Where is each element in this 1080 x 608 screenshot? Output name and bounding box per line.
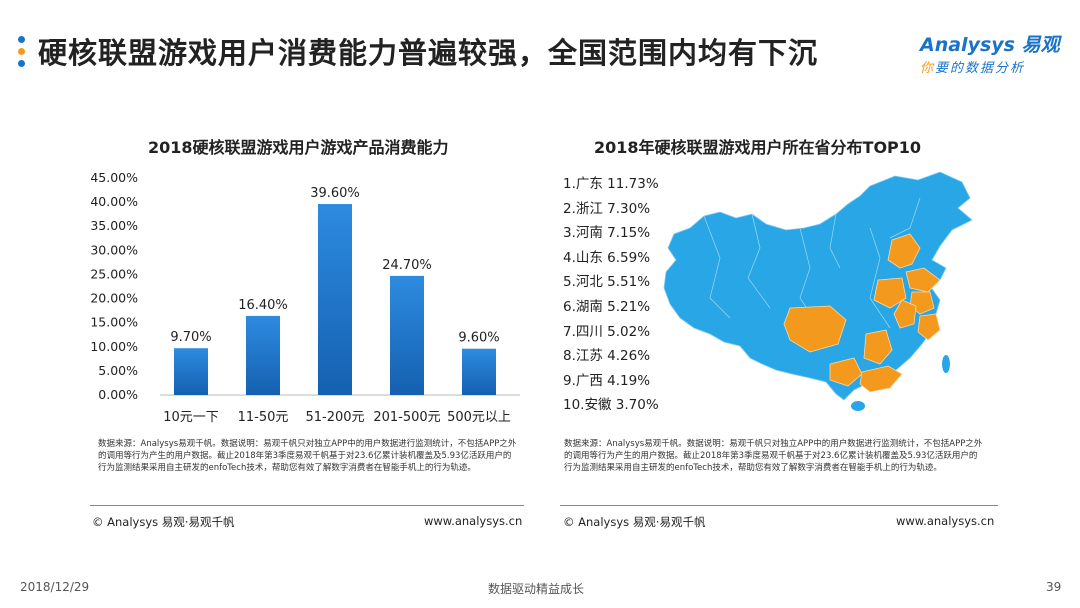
bar-chart-title: 2018硬核联盟游戏用户游戏产品消费能力 — [148, 138, 449, 157]
bar-value-label: 9.60% — [458, 331, 499, 346]
logo-main-text: Analysys 易观 — [920, 34, 1060, 56]
left-source-note: 数据来源：Analysys易观千帆。数据说明：易观千帆只对独立APP中的用户数据… — [98, 439, 517, 473]
y-tick-label: 45.00% — [90, 170, 138, 185]
left-copyright: © Analysys 易观·易观千帆 — [92, 515, 235, 529]
map-highlight-guangdong — [859, 365, 903, 393]
right-footer-divider — [560, 505, 998, 506]
y-tick-label: 25.00% — [90, 266, 138, 281]
footer-date: 2018/12/29 — [20, 580, 90, 594]
map-highlight-hebei — [887, 233, 921, 269]
province-list-item: 1.广东 11.73% — [563, 176, 659, 192]
map-highlight-hunan — [863, 329, 893, 365]
bar-3 — [318, 204, 352, 395]
map-highlight-henan — [873, 277, 907, 309]
x-category-label: 201-500元 — [373, 410, 440, 425]
map-border-line — [829, 213, 841, 269]
left-website-link[interactable]: www.analysys.cn — [424, 514, 523, 528]
bar-value-label: 39.60% — [310, 186, 360, 201]
bar-4 — [390, 275, 424, 395]
logo-sub-rest: 要的数据分析 — [935, 61, 1026, 76]
y-tick-label: 5.00% — [98, 363, 138, 378]
y-tick-label: 0.00% — [98, 387, 138, 402]
map-chart-title: 2018年硬核联盟游戏用户所在省分布TOP10 — [594, 138, 922, 157]
right-source-note: 数据来源：Analysys易观千帆。数据说明：易观千帆只对独立APP中的用户数据… — [564, 439, 983, 473]
logo-sub-text: 你要的数据分析 — [920, 57, 1070, 76]
bullet-dot-blue — [18, 36, 25, 43]
province-list-item: 8.江苏 4.26% — [563, 348, 651, 365]
map-border-line — [869, 227, 891, 329]
province-list-item: 7.四川 5.02% — [563, 323, 651, 340]
province-list-item: 3.河南 7.15% — [563, 225, 651, 242]
footer-slogan: 数据驱动精益成长 — [488, 582, 585, 596]
map-highlight-shandong — [905, 267, 941, 293]
y-tick-label: 10.00% — [90, 339, 138, 354]
bar-1 — [174, 348, 208, 395]
analysys-logo: Analysys 易观 你要的数据分析 — [920, 30, 1070, 76]
map-border-line — [889, 197, 921, 239]
province-list-item: 5.河北 5.51% — [563, 274, 651, 291]
bullet-dot-blue-2 — [18, 60, 25, 67]
x-category-label: 10元一下 — [163, 410, 219, 425]
province-list-item: 4.山东 6.59% — [563, 249, 651, 266]
y-tick-label: 15.00% — [90, 315, 138, 330]
y-tick-label: 30.00% — [90, 242, 138, 257]
x-category-label: 51-200元 — [305, 410, 364, 425]
province-list-item: 9.广西 4.19% — [563, 372, 651, 389]
page-title: 硬核联盟游戏用户消费能力普遍较强，全国范围内均有下沉 — [38, 36, 819, 70]
bar-5 — [462, 348, 496, 395]
province-list-item: 6.湖南 5.21% — [563, 298, 651, 315]
province-list-item: 10.安徽 3.70% — [563, 397, 659, 414]
map-china-base — [663, 171, 973, 401]
map-highlight-anhui — [893, 299, 917, 329]
bar-value-label: 9.70% — [170, 330, 211, 345]
left-footer-divider — [90, 505, 524, 506]
x-category-label: 11-50元 — [238, 410, 289, 425]
y-tick-label: 35.00% — [90, 218, 138, 233]
province-top10-list: 1.广东 11.73% 2.浙江 7.30% 3.河南 7.15% 4.山东 6.59… — [563, 172, 659, 418]
map-border-line — [747, 213, 771, 309]
right-copyright: © Analysys 易观·易观千帆 — [563, 515, 706, 529]
map-highlight-zhejiang — [917, 313, 941, 341]
bullet-dot-orange — [18, 48, 25, 55]
bar-value-label: 16.40% — [238, 298, 288, 313]
x-category-label: 500元以上 — [447, 410, 511, 425]
map-highlight-guangxi — [829, 357, 863, 387]
title-bullet-dots — [18, 36, 28, 72]
map-island-hainan — [851, 401, 865, 411]
right-website-link[interactable]: www.analysys.cn — [896, 514, 995, 528]
bar-2 — [246, 315, 280, 395]
y-tick-label: 40.00% — [90, 194, 138, 209]
y-tick-label: 20.00% — [90, 291, 138, 306]
bar-value-label: 24.70% — [382, 258, 432, 273]
map-island-taiwan — [942, 355, 950, 373]
consumption-bar-chart: 0.00% 5.00% 10.00% 15.00% 20.00% 25.00% 30.00%… — [90, 170, 520, 425]
map-highlight-sichuan — [783, 305, 847, 353]
logo-sub-highlight: 你 — [920, 61, 936, 76]
map-border-line — [703, 215, 731, 319]
china-province-map — [663, 171, 973, 411]
province-list-item: 2.浙江 7.30% — [563, 200, 651, 217]
footer-page-number: 39 — [1046, 580, 1062, 594]
